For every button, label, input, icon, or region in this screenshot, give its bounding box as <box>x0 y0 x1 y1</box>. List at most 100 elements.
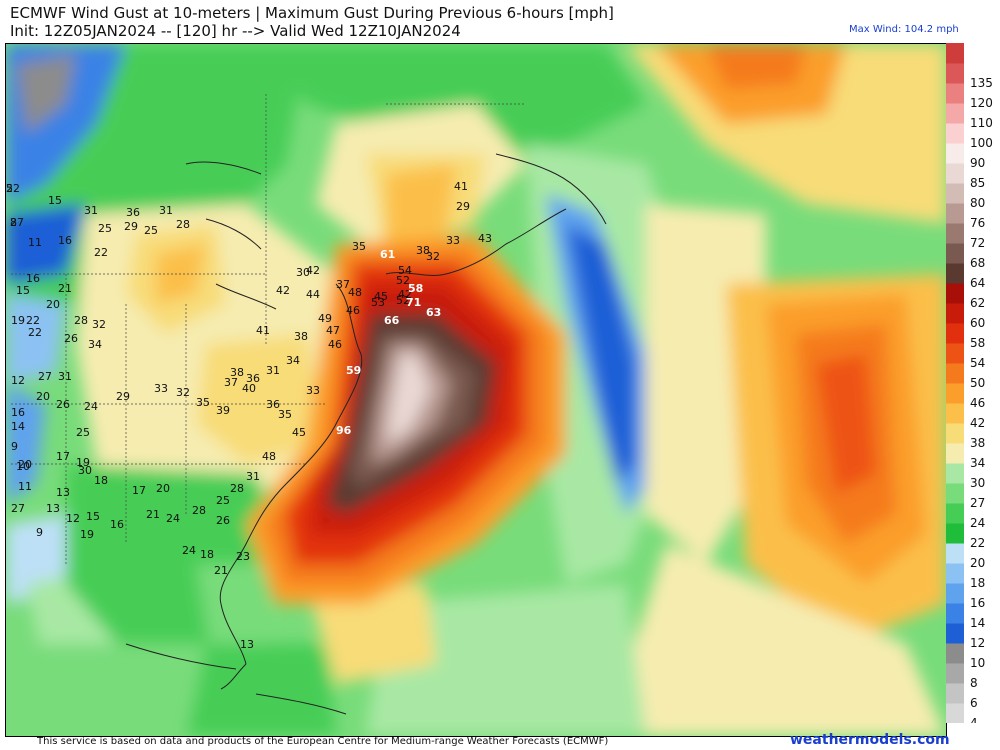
station-gust-value: 63 <box>426 306 441 319</box>
station-gust-value: 16 <box>26 272 40 285</box>
station-gust-value: 25 <box>98 222 112 235</box>
legend-label: 58 <box>970 336 985 350</box>
station-gust-value: 32 <box>426 250 440 263</box>
station-gust-value: 19 <box>76 456 90 469</box>
station-gust-value: 12 <box>66 512 80 525</box>
legend-label: 54 <box>970 356 985 370</box>
station-gust-value: 29 <box>124 220 138 233</box>
station-gust-value: 27 <box>38 370 52 383</box>
station-gust-value: 48 <box>262 450 276 463</box>
legend-label: 27 <box>970 496 985 510</box>
station-gust-value: 45 <box>292 426 306 439</box>
legend-label: 8 <box>970 676 978 690</box>
station-gust-value: 34 <box>286 354 300 367</box>
station-gust-value: 25 <box>144 224 158 237</box>
station-gust-value: 17 <box>56 450 70 463</box>
station-gust-value: 31 <box>246 470 260 483</box>
station-gust-value: 32 <box>176 386 190 399</box>
station-gust-value: 11 <box>18 480 32 493</box>
station-gust-value: 22 <box>6 182 20 195</box>
station-gust-value: 9 <box>36 526 43 539</box>
station-gust-value: 43 <box>478 232 492 245</box>
station-gust-value: 26 <box>216 514 230 527</box>
station-gust-value: 35 <box>352 240 366 253</box>
station-gust-value: 28 <box>192 504 206 517</box>
legend-label: 18 <box>970 576 985 590</box>
station-gust-value: 61 <box>380 248 395 261</box>
legend-swatch <box>946 43 964 64</box>
legend-label: 42 <box>970 416 985 430</box>
station-gust-value: 38 <box>230 366 244 379</box>
station-gust-value: 59 <box>346 364 361 377</box>
legend-swatch <box>946 283 964 304</box>
legend-swatch <box>946 383 964 404</box>
station-gust-value: 35 <box>278 408 292 421</box>
station-gust-value: 25 <box>76 426 90 439</box>
legend-label: 24 <box>970 516 985 530</box>
station-gust-value: 41 <box>256 324 270 337</box>
legend-label: 50 <box>970 376 985 390</box>
station-gust-value: 42 <box>398 288 412 301</box>
station-gust-value: 19 <box>11 314 25 327</box>
station-gust-value: 46 <box>346 304 360 317</box>
station-gust-value: 5 <box>6 182 13 195</box>
station-gust-value: 24 <box>182 544 196 557</box>
station-gust-value: 17 <box>132 484 146 497</box>
max-wind-readout: Max Wind: 104.2 mph <box>849 24 959 35</box>
legend-swatch <box>946 63 964 84</box>
station-gust-value: 28 <box>230 482 244 495</box>
legend-label: 14 <box>970 616 985 630</box>
station-gust-value: 33 <box>154 382 168 395</box>
station-gust-value: 15 <box>16 284 30 297</box>
legend-swatch <box>946 523 964 544</box>
station-gust-value: 58 <box>408 282 423 295</box>
station-gust-value: 71 <box>406 296 421 309</box>
station-gust-value: 32 <box>92 318 106 331</box>
legend-label: 38 <box>970 436 985 450</box>
legend-label: 46 <box>970 396 985 410</box>
station-gust-value: 66 <box>384 314 400 327</box>
station-gust-value: 19 <box>80 528 94 541</box>
station-gust-value: 36 <box>266 398 280 411</box>
station-gust-value: 42 <box>276 284 290 297</box>
station-gust-value: 18 <box>200 548 214 561</box>
legend-swatch <box>946 643 964 664</box>
map-valid-time: Init: 12Z05JAN2024 -- [120] hr --> Valid… <box>10 22 461 40</box>
station-gust-value: 45 <box>374 290 388 303</box>
station-gust-value: 26 <box>64 332 78 345</box>
legend-swatch <box>946 223 964 244</box>
station-gust-value: 31 <box>159 204 173 217</box>
station-gust-value: 12 <box>11 374 25 387</box>
station-gust-value: 31 <box>58 370 72 383</box>
legend-label: 22 <box>970 536 985 550</box>
station-gust-value: 15 <box>48 194 62 207</box>
site-brand[interactable]: weathermodels.com <box>790 732 950 748</box>
legend-label: 72 <box>970 236 985 250</box>
station-gust-value: 44 <box>306 288 320 301</box>
legend-label: 10 <box>970 656 985 670</box>
station-gust-value: 20 <box>156 482 170 495</box>
station-gust-value: 22 <box>94 246 108 259</box>
station-gust-value: 29 <box>456 200 470 213</box>
station-gust-value: 48 <box>348 286 362 299</box>
station-gust-value: 27 <box>11 502 25 515</box>
station-gust-value: 23 <box>236 550 250 563</box>
station-gust-value: 31 <box>266 364 280 377</box>
station-gust-value: 39 <box>216 404 230 417</box>
station-gust-value: 37 <box>224 376 238 389</box>
wind-gust-map: 8 5 11 16 15 31 36 31 25 22 29 25 28 16 15 20 21 22 19 28 32… <box>5 43 947 737</box>
legend-label: 34 <box>970 456 985 470</box>
station-gust-value: 52 <box>396 294 410 307</box>
station-gust-value: 37 <box>336 278 350 291</box>
legend-swatch <box>946 323 964 344</box>
station-gust-value: 26 <box>56 398 70 411</box>
legend-label: 80 <box>970 196 985 210</box>
station-gust-value: 53 <box>371 296 385 309</box>
station-gust-value: 35 <box>196 396 210 409</box>
legend-label: 4 <box>970 716 978 723</box>
station-gust-value: 16 <box>11 406 25 419</box>
station-gust-value: 30 <box>296 266 310 279</box>
station-gust-value: 8 <box>10 216 17 229</box>
station-gust-value: 33 <box>306 384 320 397</box>
station-gust-value: 11 <box>28 236 42 249</box>
